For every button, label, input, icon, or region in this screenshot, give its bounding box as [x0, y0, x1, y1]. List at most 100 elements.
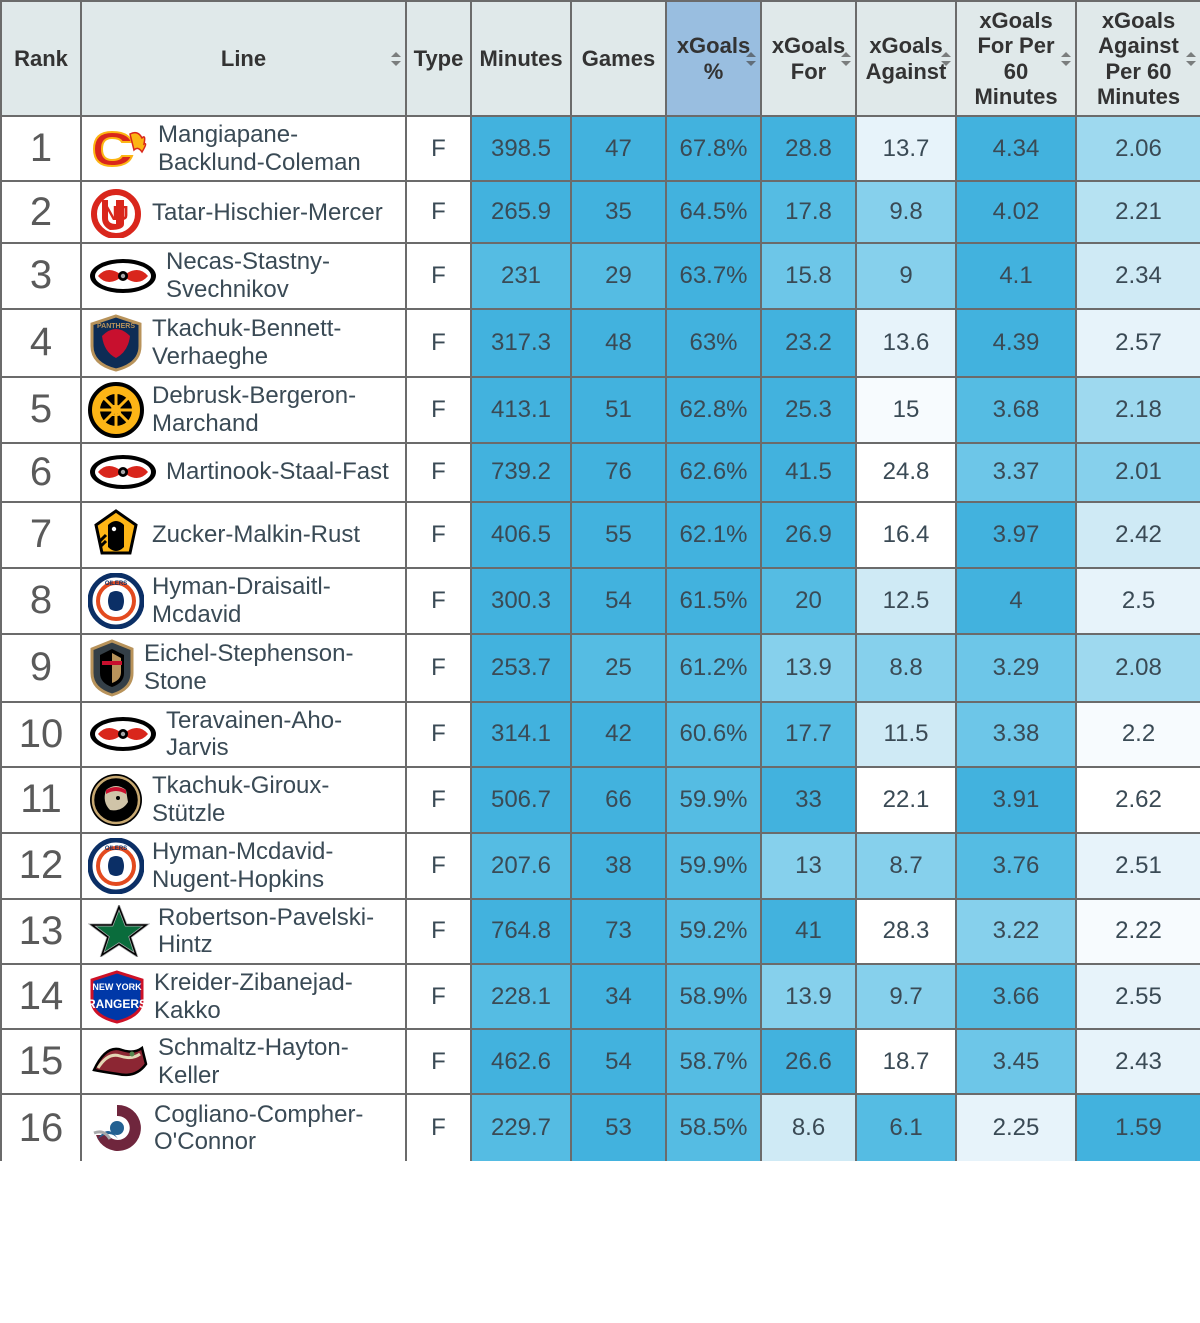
col-header[interactable]: xGoals For — [761, 1, 856, 116]
team-logo-icon — [88, 1038, 150, 1086]
line-cell[interactable]: NEW YORKRANGERSKreider-Zibanejad-Kakko — [81, 964, 406, 1029]
sort-icon — [841, 52, 851, 66]
team-logo-icon — [88, 772, 144, 828]
line-cell[interactable]: Necas-Stastny-Svechnikov — [81, 243, 406, 308]
minutes-cell: 462.6 — [471, 1029, 571, 1094]
col-header: Minutes — [471, 1, 571, 116]
line-cell[interactable]: Mangiapane-Backlund-Coleman — [81, 116, 406, 181]
xgoals-against-cell: 12.5 — [856, 568, 956, 634]
team-logo-icon: NJ — [88, 186, 144, 238]
line-cell[interactable]: Teravainen-Aho-Jarvis — [81, 702, 406, 767]
line-cell[interactable]: Tkachuk-Giroux-Stützle — [81, 767, 406, 833]
xga-per60-cell: 2.2 — [1076, 702, 1200, 767]
col-header: Games — [571, 1, 666, 116]
team-logo-icon — [88, 1099, 146, 1157]
games-cell: 35 — [571, 181, 666, 243]
line-cell[interactable]: NJTatar-Hischier-Mercer — [81, 181, 406, 243]
xgf-per60-cell: 3.38 — [956, 702, 1076, 767]
sort-icon — [1061, 52, 1071, 66]
xgoals-against-cell: 8.7 — [856, 833, 956, 899]
games-cell: 54 — [571, 1029, 666, 1094]
team-logo-icon — [88, 507, 144, 563]
line-players: Necas-Stastny-Svechnikov — [166, 248, 401, 303]
svg-text:NEW YORK: NEW YORK — [92, 982, 142, 992]
col-header[interactable]: xGoals Against Per 60 Minutes — [1076, 1, 1200, 116]
xga-per60-cell: 2.06 — [1076, 116, 1200, 181]
col-header: Type — [406, 1, 471, 116]
type-cell: F — [406, 964, 471, 1029]
games-cell: 42 — [571, 702, 666, 767]
col-header-label: Type — [414, 46, 464, 71]
xgoals-for-cell: 15.8 — [761, 243, 856, 308]
table-body: 1Mangiapane-Backlund-ColemanF398.54767.8… — [1, 116, 1200, 1161]
line-cell[interactable]: BDebrusk-Bergeron-Marchand — [81, 377, 406, 443]
xgoals-for-cell: 28.8 — [761, 116, 856, 181]
minutes-cell: 207.6 — [471, 833, 571, 899]
xga-per60-cell: 2.34 — [1076, 243, 1200, 308]
xgf-per60-cell: 3.45 — [956, 1029, 1076, 1094]
line-cell[interactable]: PANTHERSTkachuk-Bennett-Verhaeghe — [81, 309, 406, 377]
xgoals-for-cell: 13.9 — [761, 634, 856, 702]
xgoals-pct-cell: 61.5% — [666, 568, 761, 634]
xgoals-pct-cell: 59.2% — [666, 899, 761, 964]
team-logo-icon — [88, 905, 150, 957]
xgoals-for-cell: 23.2 — [761, 309, 856, 377]
line-cell[interactable]: Eichel-Stephenson-Stone — [81, 634, 406, 702]
table-row: 1Mangiapane-Backlund-ColemanF398.54767.8… — [1, 116, 1200, 181]
col-header-label: xGoals % — [677, 33, 750, 83]
xgoals-against-cell: 13.7 — [856, 116, 956, 181]
line-cell[interactable]: Cogliano-Compher-O'Connor — [81, 1094, 406, 1161]
xga-per60-cell: 2.08 — [1076, 634, 1200, 702]
line-cell[interactable]: Martinook-Staal-Fast — [81, 443, 406, 502]
team-logo-icon: PANTHERS — [88, 314, 144, 372]
rank-cell: 15 — [1, 1029, 81, 1094]
table-row: 9Eichel-Stephenson-StoneF253.72561.2%13.… — [1, 634, 1200, 702]
xgf-per60-cell: 3.68 — [956, 377, 1076, 443]
xgf-per60-cell: 4.02 — [956, 181, 1076, 243]
team-logo-icon: NEW YORKRANGERS — [88, 970, 146, 1024]
type-cell: F — [406, 116, 471, 181]
games-cell: 47 — [571, 116, 666, 181]
rank-cell: 2 — [1, 181, 81, 243]
minutes-cell: 317.3 — [471, 309, 571, 377]
xga-per60-cell: 2.43 — [1076, 1029, 1200, 1094]
col-header-label: Line — [221, 46, 266, 71]
rank-cell: 10 — [1, 702, 81, 767]
xgoals-against-cell: 28.3 — [856, 899, 956, 964]
line-cell[interactable]: OILERSHyman-Mcdavid-Nugent-Hopkins — [81, 833, 406, 899]
col-header: Rank — [1, 1, 81, 116]
col-header[interactable]: xGoals For Per 60 Minutes — [956, 1, 1076, 116]
type-cell: F — [406, 377, 471, 443]
type-cell: F — [406, 833, 471, 899]
table-row: 16Cogliano-Compher-O'ConnorF229.75358.5%… — [1, 1094, 1200, 1161]
xgoals-against-cell: 13.6 — [856, 309, 956, 377]
line-cell[interactable]: Robertson-Pavelski-Hintz — [81, 899, 406, 964]
line-players: Tkachuk-Giroux-Stützle — [152, 772, 401, 827]
line-cell[interactable]: Zucker-Malkin-Rust — [81, 502, 406, 568]
xgoals-against-cell: 9 — [856, 243, 956, 308]
line-players: Robertson-Pavelski-Hintz — [158, 904, 401, 959]
col-header[interactable]: xGoals % — [666, 1, 761, 116]
line-cell[interactable]: OILERSHyman-Draisaitl-Mcdavid — [81, 568, 406, 634]
rank-cell: 8 — [1, 568, 81, 634]
line-cell[interactable]: Schmaltz-Hayton-Keller — [81, 1029, 406, 1094]
line-players: Tkachuk-Bennett-Verhaeghe — [152, 315, 401, 370]
col-header[interactable]: Line — [81, 1, 406, 116]
games-cell: 25 — [571, 634, 666, 702]
table-row: 4PANTHERSTkachuk-Bennett-VerhaegheF317.3… — [1, 309, 1200, 377]
xgf-per60-cell: 4.1 — [956, 243, 1076, 308]
xgoals-against-cell: 6.1 — [856, 1094, 956, 1161]
xgoals-pct-cell: 58.9% — [666, 964, 761, 1029]
table-row: 14NEW YORKRANGERSKreider-Zibanejad-Kakko… — [1, 964, 1200, 1029]
col-header[interactable]: xGoals Against — [856, 1, 956, 116]
minutes-cell: 506.7 — [471, 767, 571, 833]
xga-per60-cell: 2.21 — [1076, 181, 1200, 243]
team-logo-icon — [88, 714, 158, 754]
xgoals-for-cell: 41 — [761, 899, 856, 964]
xga-per60-cell: 2.51 — [1076, 833, 1200, 899]
xgf-per60-cell: 3.97 — [956, 502, 1076, 568]
minutes-cell: 406.5 — [471, 502, 571, 568]
col-header-label: Games — [582, 46, 655, 71]
type-cell: F — [406, 899, 471, 964]
xgoals-pct-cell: 62.1% — [666, 502, 761, 568]
